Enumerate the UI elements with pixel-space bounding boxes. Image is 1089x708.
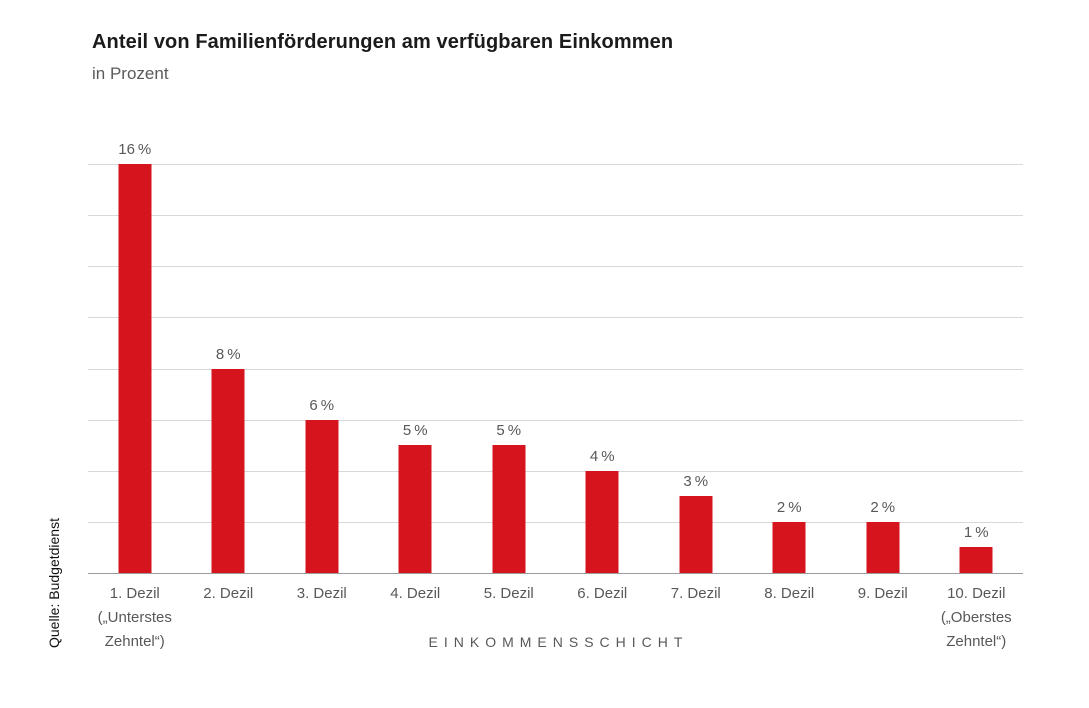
- bar: [211, 368, 245, 573]
- bar-value-label: 5 %: [496, 422, 522, 440]
- bar-value-label: 5 %: [402, 422, 428, 440]
- bar: [772, 521, 806, 573]
- gridline: [88, 521, 1023, 523]
- bar-value-label: 16 %: [118, 141, 152, 158]
- bar-column: 5 %: [462, 164, 556, 573]
- bar-value-label: 3 %: [683, 473, 709, 491]
- gridline: [88, 419, 1023, 421]
- bar-value-label: 4 %: [589, 447, 615, 465]
- bar: [398, 445, 432, 573]
- bar: [866, 521, 900, 573]
- bar: [492, 445, 526, 573]
- gridline: [88, 215, 1023, 217]
- x-axis-tick-label: 10. Dezil („Oberstes Zehntel“): [940, 585, 1012, 650]
- bar-column: 6 %: [275, 164, 369, 573]
- x-axis-tick-labels: 1. Dezil („Unterstes Zehntel“) 2. Dezil 3.…: [88, 582, 1023, 654]
- gridline: [88, 317, 1023, 319]
- plot-area: 16 % 8 % 6 % 5 % 5 % 4 % 3 % 2 % 2 % 1 %: [88, 141, 1024, 574]
- bar-column: 16 %: [88, 141, 182, 573]
- bar-column: 2 %: [836, 164, 930, 573]
- gridline: [88, 368, 1023, 370]
- bar: [118, 164, 152, 573]
- chart-subtitle: in Prozent: [92, 64, 169, 83]
- x-axis-tick-label: 1. Dezil („Unterstes Zehntel“): [97, 585, 172, 650]
- bar-column: 8 %: [182, 164, 276, 573]
- gridline: [88, 164, 1023, 165]
- x-axis-tick-label: 7. Dezil: [670, 585, 721, 602]
- bar-column: 4 %: [556, 164, 650, 573]
- gridline: [88, 470, 1023, 472]
- x-axis-tick-label: 9. Dezil: [857, 585, 908, 602]
- bar-value-label: 2 %: [776, 498, 802, 516]
- bar-column: 3 %: [649, 164, 743, 573]
- bar-column: 5 %: [369, 164, 463, 573]
- bar: [679, 496, 713, 573]
- gridline: [88, 266, 1023, 268]
- bar-value-label: 6 %: [309, 396, 335, 414]
- x-axis-tick-label: 5. Dezil: [483, 585, 534, 602]
- bar-column: 2 %: [743, 164, 837, 573]
- x-axis-tick-label: 3. Dezil: [296, 585, 347, 602]
- bar: [585, 470, 619, 573]
- chart-title: Anteil von Familienförderungen am verfüg…: [92, 31, 674, 53]
- bar-value-label: 8 %: [215, 345, 241, 363]
- x-axis-tick-label: 2. Dezil: [203, 585, 254, 602]
- bars-container: 16 % 8 % 6 % 5 % 5 % 4 % 3 % 2 % 2 % 1 %: [88, 141, 1024, 573]
- x-axis-tick-label: 8. Dezil: [764, 585, 815, 602]
- x-axis-tick-label: 6. Dezil: [577, 585, 628, 602]
- bar: [305, 419, 339, 573]
- x-axis-tick-label: 4. Dezil: [390, 585, 441, 602]
- bar-value-label: 2 %: [870, 498, 896, 516]
- bar-column: 1 %: [930, 164, 1024, 573]
- gridlines: [88, 164, 1023, 573]
- source-note: Quelle: Budgetdienst: [46, 518, 62, 648]
- bar-value-label: 1 %: [963, 524, 989, 542]
- x-axis-title: EINKOMMENSSCHICHT: [428, 634, 689, 650]
- bar: [959, 547, 993, 573]
